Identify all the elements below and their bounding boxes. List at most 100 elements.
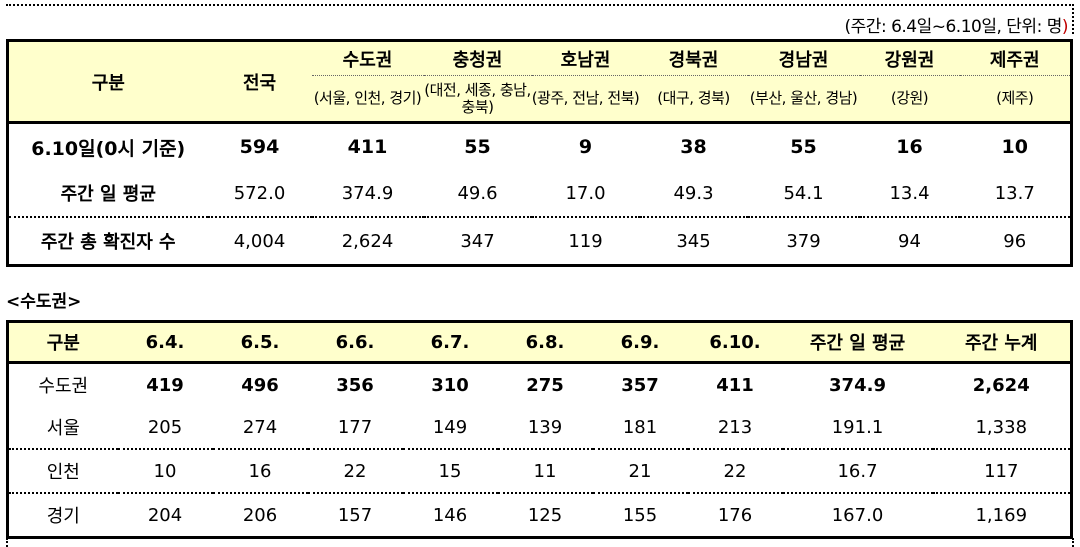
table2-header-cell: 주간 누계 — [964, 333, 1038, 354]
table-row: 주간 일 평균 572.0 374.9 49.6 17.0 49.3 54.1 … — [8, 170, 1072, 217]
cell: 411 — [687, 361, 783, 406]
cell: 16 — [212, 448, 308, 493]
right-dotted-border — [1072, 4, 1074, 34]
cell: 55 — [747, 121, 860, 170]
cell: 16.7 — [782, 448, 933, 493]
left-dotted-border — [6, 538, 8, 547]
table2-header-cell: 6.7. — [430, 331, 470, 353]
row-label: 6.10일(0시 기준) — [7, 121, 208, 170]
cell: 206 — [212, 492, 308, 538]
table2-header-row: 구분 6.4. 6.5. 6.6. 6.7. 6.8. 6.9. 6.10. 주… — [7, 321, 1072, 363]
table-row: 주간 총 확진자 수 4,004 2,624 347 119 345 379 9… — [7, 216, 1072, 266]
table-row: 인천 10 16 22 15 11 21 22 16.7 117 — [7, 448, 1072, 493]
cell: 1,338 — [975, 416, 1028, 438]
table1-header-region-name: 호남권 — [531, 40, 640, 76]
cell: 1,169 — [932, 492, 1072, 538]
table1-header-region-sub: (서울, 인천, 경기) — [313, 89, 422, 107]
cell: 181 — [622, 416, 658, 438]
cell: 49.6 — [457, 182, 498, 204]
cell: 356 — [307, 361, 403, 406]
cell: 21 — [592, 448, 688, 493]
cell: 4,004 — [207, 216, 312, 266]
cell: 139 — [527, 416, 563, 438]
table1-header-region-name: 수도권 — [311, 40, 424, 76]
table2-header-cell: 주간 일 평균 — [809, 333, 906, 354]
cell: 22 — [307, 448, 403, 493]
cell: 15 — [402, 448, 498, 493]
table2-header-cell: 6.4. — [145, 331, 185, 353]
cell: 155 — [592, 492, 688, 538]
cell: 10 — [959, 121, 1072, 170]
cell: 11 — [497, 448, 593, 493]
cell: 146 — [402, 492, 498, 538]
cell: 205 — [147, 416, 183, 438]
cell: 347 — [423, 216, 532, 266]
unit-note-text: (주간: 6.4일~6.10일, 단위: 명 — [844, 17, 1063, 37]
table1-header-region-sub: (제주) — [996, 89, 1034, 107]
cell: 374.9 — [782, 361, 933, 406]
table1-header-region-sub: (대구, 경북) — [657, 89, 730, 107]
row-label: 주간 총 확진자 수 — [7, 216, 208, 266]
cell: 411 — [311, 121, 424, 170]
cell: 117 — [932, 448, 1072, 493]
cell: 176 — [687, 492, 783, 538]
cell: 17.0 — [565, 182, 606, 204]
table1-header-region-name: 경남권 — [747, 40, 860, 76]
cell: 379 — [747, 216, 860, 266]
cell: 345 — [639, 216, 748, 266]
table2-header-cell: 6.9. — [620, 331, 660, 353]
unit-note-close-paren: ) — [1061, 17, 1069, 37]
cell: 572.0 — [233, 182, 286, 204]
capital-area-daily-table: 구분 6.4. 6.5. 6.6. 6.7. 6.8. 6.9. 6.10. 주… — [6, 320, 1073, 539]
table1-header-row: 구분 전국 수도권 충청권 호남권 경북권 경남권 강원권 제주권 — [7, 40, 1072, 94]
table1-header-region-name: 제주권 — [959, 40, 1072, 76]
section-title: <수도권> — [6, 292, 82, 312]
cell: 22 — [687, 448, 783, 493]
table1-header-region-name: 강원권 — [859, 40, 960, 76]
cell: 2,624 — [932, 361, 1072, 406]
table2-header-cell: 6.10. — [709, 331, 761, 353]
cell: 125 — [497, 492, 593, 538]
cell: 49.3 — [673, 182, 714, 204]
cell: 38 — [639, 121, 748, 170]
cell: 167.0 — [782, 492, 933, 538]
cell: 54.1 — [783, 182, 824, 204]
cell: 594 — [207, 121, 312, 170]
cell: 16 — [859, 121, 960, 170]
table1-header-region-sub: (광주, 전남, 전북) — [531, 89, 640, 107]
cell: 157 — [307, 492, 403, 538]
top-dotted-border — [6, 4, 1074, 6]
cell: 204 — [117, 492, 213, 538]
table1-header-region-name: 경북권 — [639, 40, 748, 76]
table-row: 경기 204 206 157 146 125 155 176 167.0 1,1… — [7, 492, 1072, 538]
cell: 13.4 — [889, 182, 930, 204]
weekly-region-table: 구분 전국 수도권 충청권 호남권 경북권 경남권 강원권 제주권 (서울, 인… — [6, 39, 1073, 267]
cell: 119 — [531, 216, 640, 266]
cell: 96 — [959, 216, 1072, 266]
table2-header-cell: 6.8. — [525, 331, 565, 353]
table1-header-region-name: 충청권 — [423, 40, 532, 76]
cell: 191.1 — [831, 416, 884, 438]
cell: 149 — [432, 416, 468, 438]
table1-header-region-sub: (대전, 세종, 충남, 충북) — [424, 80, 531, 116]
cell: 496 — [212, 361, 308, 406]
cell: 177 — [337, 416, 373, 438]
table-row: 6.10일(0시 기준) 594 411 55 9 38 55 16 10 — [7, 121, 1072, 170]
cell: 2,624 — [311, 216, 424, 266]
row-label: 인천 — [7, 448, 118, 493]
table1-header-national: 전국 — [242, 72, 277, 94]
table-row: 수도권 419 496 356 310 275 357 411 374.9 2,… — [7, 361, 1072, 406]
cell: 274 — [242, 416, 278, 438]
row-label: 경기 — [7, 492, 118, 538]
row-label: 서울 — [46, 418, 80, 439]
cell: 374.9 — [341, 182, 394, 204]
table2-header-cell: 구분 — [46, 333, 80, 354]
cell: 55 — [423, 121, 532, 170]
cell: 94 — [859, 216, 960, 266]
table2-header-cell: 6.5. — [240, 331, 280, 353]
table1-header-region-sub: (부산, 울산, 경남) — [749, 89, 858, 107]
cell: 357 — [592, 361, 688, 406]
unit-note: (주간: 6.4일~6.10일, 단위: 명) — [844, 12, 1069, 37]
table1-header-region-sub: (강원) — [890, 89, 929, 107]
cell: 13.7 — [994, 182, 1035, 204]
